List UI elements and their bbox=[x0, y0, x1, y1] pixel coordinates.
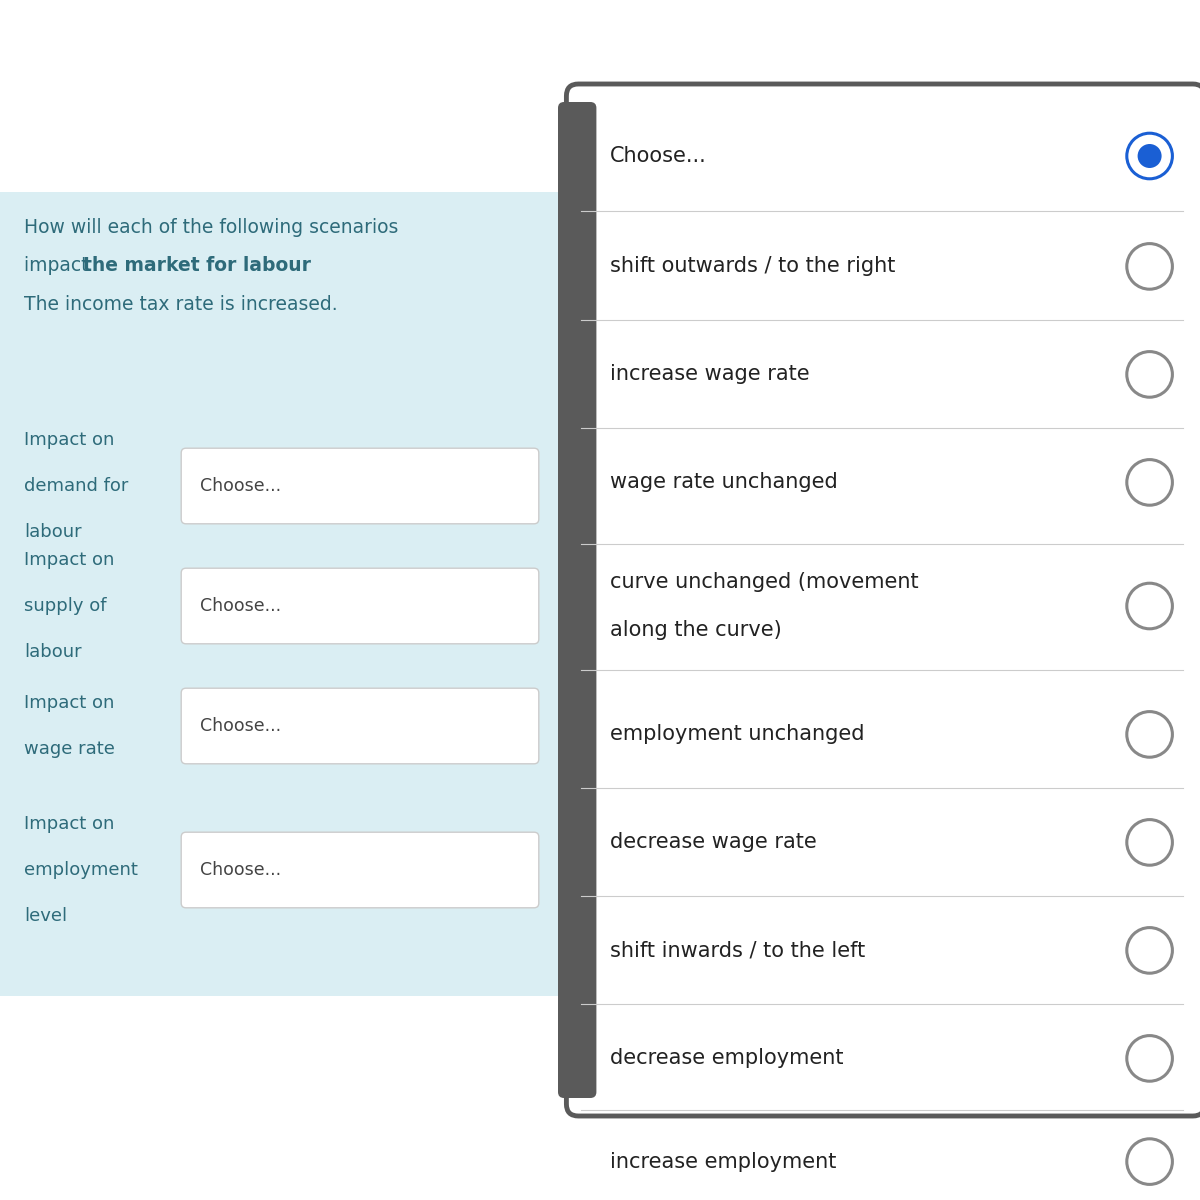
Text: shift outwards / to the right: shift outwards / to the right bbox=[610, 257, 895, 276]
Text: curve unchanged (movement: curve unchanged (movement bbox=[610, 572, 918, 592]
Text: How will each of the following scenarios: How will each of the following scenarios bbox=[24, 218, 398, 238]
Text: The income tax rate is increased.: The income tax rate is increased. bbox=[24, 295, 337, 314]
Text: Choose...: Choose... bbox=[200, 476, 282, 494]
Text: Choose...: Choose... bbox=[200, 862, 282, 878]
Text: Impact on: Impact on bbox=[24, 816, 114, 833]
Text: labour: labour bbox=[24, 522, 82, 540]
Text: decrease wage rate: decrease wage rate bbox=[610, 833, 816, 852]
Text: employment unchanged: employment unchanged bbox=[610, 725, 864, 744]
Text: supply of: supply of bbox=[24, 596, 107, 614]
Text: wage rate unchanged: wage rate unchanged bbox=[610, 473, 838, 492]
Circle shape bbox=[1127, 712, 1172, 757]
Circle shape bbox=[1127, 1036, 1172, 1081]
FancyBboxPatch shape bbox=[181, 688, 539, 764]
Text: the market for labour: the market for labour bbox=[83, 256, 311, 275]
Text: increase wage rate: increase wage rate bbox=[610, 365, 809, 384]
Text: employment: employment bbox=[24, 862, 138, 878]
FancyBboxPatch shape bbox=[181, 569, 539, 643]
Circle shape bbox=[1127, 928, 1172, 973]
Text: Impact on: Impact on bbox=[24, 694, 114, 712]
FancyBboxPatch shape bbox=[566, 84, 1200, 1116]
Text: Impact on: Impact on bbox=[24, 551, 114, 569]
Text: decrease employment: decrease employment bbox=[610, 1049, 844, 1068]
Circle shape bbox=[1127, 583, 1172, 629]
FancyBboxPatch shape bbox=[181, 833, 539, 907]
Text: wage rate: wage rate bbox=[24, 739, 115, 758]
Text: Impact on: Impact on bbox=[24, 431, 114, 449]
Circle shape bbox=[1127, 352, 1172, 397]
FancyBboxPatch shape bbox=[558, 102, 596, 1098]
FancyBboxPatch shape bbox=[181, 448, 539, 523]
Circle shape bbox=[1127, 1139, 1172, 1184]
Text: impact: impact bbox=[24, 256, 95, 275]
Text: shift inwards / to the left: shift inwards / to the left bbox=[610, 941, 865, 960]
Circle shape bbox=[1127, 244, 1172, 289]
Text: demand for: demand for bbox=[24, 476, 128, 494]
Text: along the curve): along the curve) bbox=[610, 620, 781, 640]
Text: Choose...: Choose... bbox=[200, 596, 282, 614]
Text: Choose...: Choose... bbox=[610, 146, 707, 166]
Text: increase employment: increase employment bbox=[610, 1152, 836, 1171]
FancyBboxPatch shape bbox=[0, 192, 564, 996]
Text: Choose...: Choose... bbox=[200, 716, 282, 734]
Text: level: level bbox=[24, 907, 67, 924]
Circle shape bbox=[1127, 133, 1172, 179]
Circle shape bbox=[1127, 460, 1172, 505]
Circle shape bbox=[1127, 820, 1172, 865]
Circle shape bbox=[1138, 144, 1162, 168]
Text: labour: labour bbox=[24, 643, 82, 660]
